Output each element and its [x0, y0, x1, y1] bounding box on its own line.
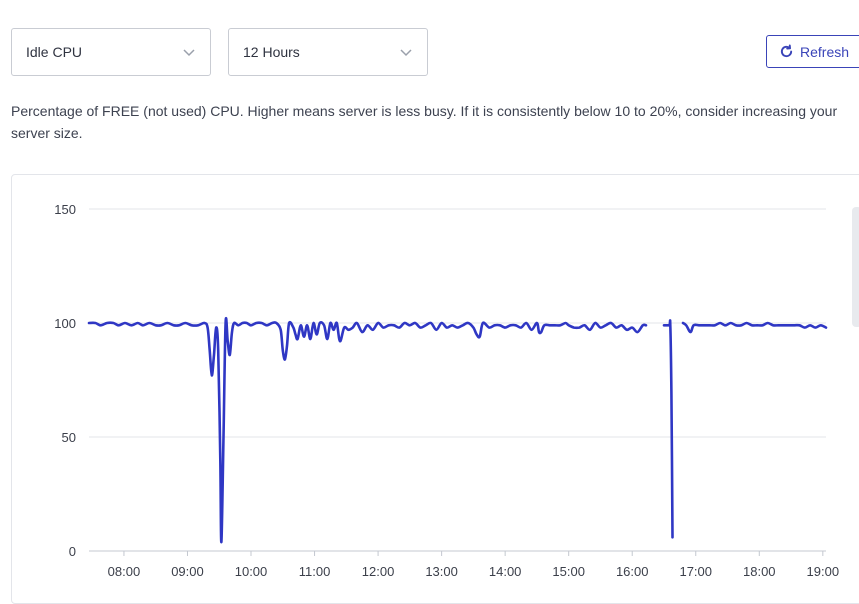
grid-lines — [89, 208, 826, 552]
x-tick-label: 16:00 — [616, 564, 649, 579]
refresh-icon — [780, 44, 793, 58]
y-tick-label: 0 — [69, 544, 76, 559]
chevron-down-icon — [183, 49, 195, 57]
x-tick-label: 18:00 — [743, 564, 776, 579]
x-axis-ticks: 08:00 09:00 10:00 11:00 12:00 13:00 14:00 15:00… — [108, 551, 839, 579]
x-tick-label: 19:00 — [807, 564, 840, 579]
metric-select[interactable]: Idle CPU — [11, 28, 211, 76]
idle-cpu-series-line — [87, 317, 648, 544]
x-tick-label: 12:00 — [362, 564, 395, 579]
range-select-value: 12 Hours — [243, 44, 300, 60]
metric-description: Percentage of FREE (not used) CPU. Highe… — [11, 103, 838, 141]
y-tick-label: 150 — [54, 202, 76, 217]
x-tick-label: 10:00 — [235, 564, 268, 579]
chevron-down-icon — [400, 49, 412, 57]
x-tick-label: 14:00 — [489, 564, 522, 579]
x-tick-label: 08:00 — [108, 564, 141, 579]
refresh-button[interactable]: Refresh — [766, 35, 859, 68]
y-tick-label: 50 — [62, 430, 76, 445]
metric-select-value: Idle CPU — [26, 44, 83, 60]
idle-cpu-chart: 0 50 100 150 08:00 09:00 10:00 11:00 12:00 13:00… — [54, 202, 839, 579]
refresh-label: Refresh — [800, 43, 850, 60]
x-tick-label: 15:00 — [552, 564, 585, 579]
scrollbar-thumb[interactable] — [852, 207, 859, 327]
x-tick-label: 09:00 — [171, 564, 204, 579]
x-tick-label: 13:00 — [425, 564, 458, 579]
series-lines — [87, 317, 828, 544]
range-select[interactable]: 12 Hours — [228, 28, 428, 76]
x-tick-label: 17:00 — [679, 564, 712, 579]
x-tick-label: 11:00 — [299, 564, 331, 579]
chart-card — [11, 174, 859, 604]
idle-cpu-series-line — [681, 321, 828, 334]
idle-cpu-series-line — [662, 319, 674, 539]
y-tick-label: 100 — [54, 316, 76, 331]
y-axis-ticks: 0 50 100 150 — [54, 202, 76, 559]
